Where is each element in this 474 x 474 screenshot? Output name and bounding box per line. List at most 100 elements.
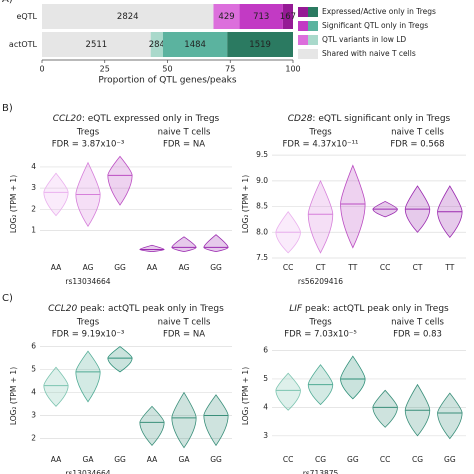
y-tick-label: 3 [31, 411, 36, 420]
legend-label: Significant QTL only in Tregs [322, 21, 428, 30]
violin [203, 394, 229, 447]
violin [171, 236, 197, 253]
violin [139, 405, 165, 447]
x-axis-label: rs56209416 [298, 277, 343, 286]
y-tick-label: 3 [263, 431, 268, 440]
legend-swatch [308, 35, 318, 45]
x-tick-label: 0 [39, 65, 44, 74]
group-fdr: FDR = 3.87x10⁻³ [52, 140, 125, 150]
legend-swatch [298, 7, 308, 17]
violin [43, 172, 69, 217]
bar-segment [213, 4, 240, 29]
violin [75, 350, 101, 403]
y-axis-label: LOG₂ (TPM + 1) [9, 367, 18, 425]
violin [43, 366, 69, 407]
y-axis-label: LOG₂ (TPM + 1) [9, 175, 18, 233]
title-text: : eQTL significant only in Tregs [312, 114, 450, 124]
legend-label: Shared with naive T cells [322, 49, 416, 58]
value-label: 713 [253, 12, 269, 22]
legend-swatch [308, 7, 318, 17]
subplot-title: CCL20 peak: actQTL peak only in Tregs [48, 304, 224, 314]
y-tick-label: 9.0 [256, 176, 268, 185]
group-name: Tregs [308, 318, 332, 328]
title-text: peak: actQTL peak only in Tregs [77, 304, 224, 314]
y-tick-label: 3 [31, 183, 36, 192]
value-label: 429 [218, 12, 234, 22]
gene-name: CD28 [288, 114, 313, 124]
title-text: peak: actQTL peak only in Tregs [302, 304, 449, 314]
group-fdr: FDR = 0.568 [390, 140, 444, 150]
gene-name: CCL20 [53, 114, 82, 124]
x-axis-label: rs713875 [303, 469, 339, 474]
y-tick-label: 4 [263, 402, 268, 411]
violin [307, 179, 334, 254]
value-label: 2824 [117, 12, 139, 22]
group-name: Tregs [308, 128, 332, 138]
legend-label: QTL variants in low LD [322, 35, 406, 44]
legend-swatch [308, 21, 318, 31]
gene-name: CCL20 [48, 304, 77, 314]
bar-segment [42, 32, 151, 57]
bar-segment [162, 32, 228, 57]
group-fdr: FDR = NA [163, 330, 205, 340]
x-tick-label: GG [210, 455, 222, 464]
group-name: Tregs [76, 128, 100, 138]
x-tick-label: AA [147, 263, 158, 272]
subplot-title: CCL20: eQTL expressed only in Tregs [53, 114, 220, 124]
x-tick-label: GG [444, 455, 456, 464]
gene-name: LIF [289, 304, 303, 314]
legend-swatch [298, 21, 308, 31]
x-tick-label: AA [51, 455, 62, 464]
y-tick-label: 2 [31, 204, 36, 213]
x-tick-label: CG [315, 455, 326, 464]
group-fdr: FDR = 7.03x10⁻⁵ [284, 330, 357, 340]
x-axis-label: Proportion of QTL genes/peaks [98, 76, 236, 86]
value-label: 167 [280, 12, 296, 22]
x-tick-label: CC [283, 455, 293, 464]
x-tick-label: 25 [100, 65, 110, 74]
x-tick-label: GA [83, 455, 95, 464]
violin [203, 234, 229, 253]
x-tick-label: GG [114, 455, 126, 464]
group-name: naive T cells [158, 318, 211, 328]
legend-swatch [298, 49, 308, 59]
legend-label: Expressed/Active only in Tregs [322, 7, 436, 16]
value-label: 2511 [86, 40, 108, 50]
bar-segment [150, 32, 163, 57]
y-axis-label: LOG₂ (TPM + 1) [241, 175, 250, 233]
x-tick-label: CC [283, 263, 293, 272]
title-text: : eQTL expressed only in Tregs [82, 114, 220, 124]
group-fdr: FDR = 9.19x10⁻³ [52, 330, 125, 340]
y-tick-label: 6 [31, 342, 36, 351]
x-tick-label: 50 [162, 65, 172, 74]
x-tick-label: AG [83, 263, 94, 272]
value-label: 284 [149, 40, 165, 50]
x-tick-label: TT [444, 263, 454, 272]
x-tick-label: AA [51, 263, 62, 272]
bar-segment [227, 32, 293, 57]
violin [372, 389, 398, 428]
violin [340, 164, 366, 249]
y-tick-label: 6 [263, 346, 268, 355]
x-axis-label: rs13034664 [65, 469, 110, 474]
x-tick-label: CT [316, 263, 326, 272]
y-tick-label: 7.5 [256, 253, 268, 262]
y-tick-label: 1 [31, 225, 36, 234]
bar-segment [282, 4, 293, 29]
violin [139, 244, 165, 253]
y-tick-label: 4 [31, 388, 36, 397]
x-tick-label: TT [347, 263, 357, 272]
x-tick-label: CC [380, 263, 390, 272]
group-fdr: FDR = 0.83 [393, 330, 442, 340]
group-fdr: FDR = 4.37x10⁻¹¹ [283, 140, 359, 150]
violin [107, 155, 133, 206]
value-label: 1484 [184, 40, 206, 50]
group-name: naive T cells [391, 128, 444, 138]
x-tick-label: CG [412, 455, 423, 464]
group-name: Tregs [76, 318, 100, 328]
x-tick-label: GG [347, 455, 359, 464]
y-tick-label: 8.5 [256, 202, 268, 211]
bar-segment [42, 4, 214, 29]
group-fdr: FDR = NA [163, 140, 205, 150]
legend-swatch [298, 35, 308, 45]
